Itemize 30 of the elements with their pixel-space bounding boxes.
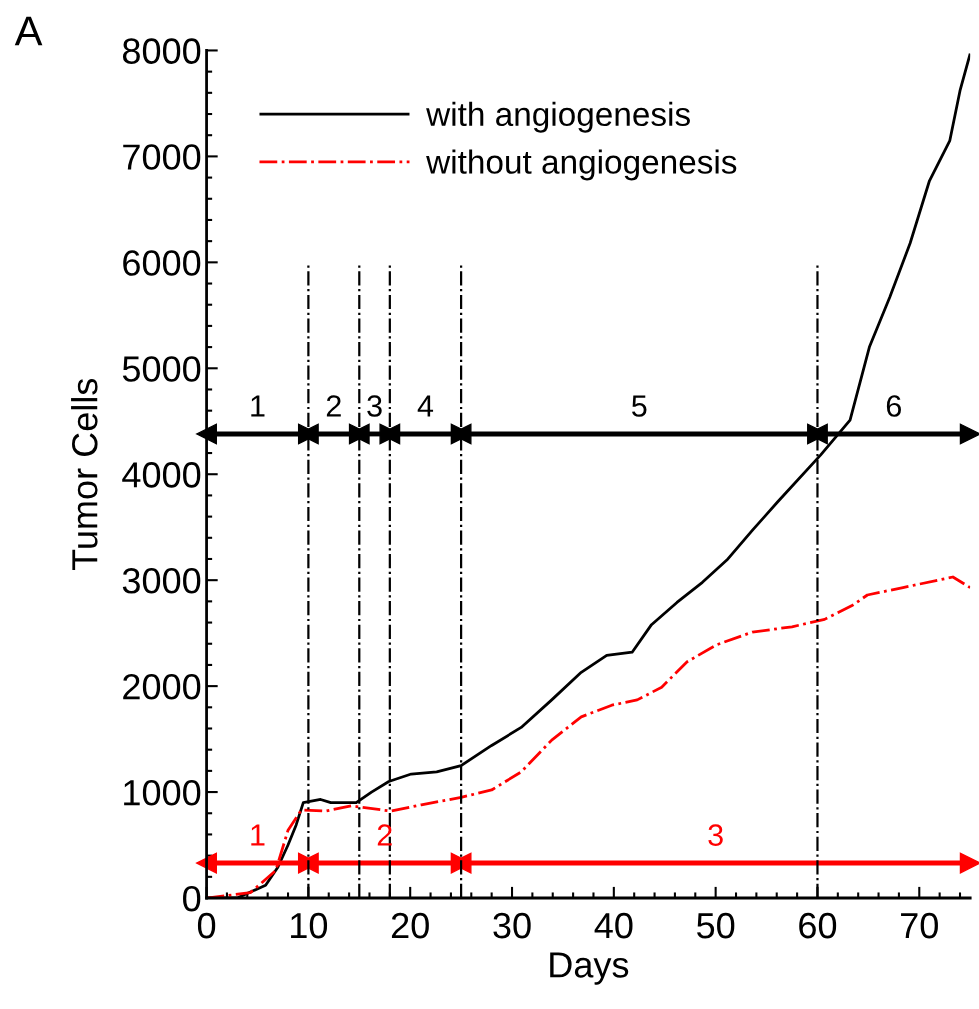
annotation: 2 (377, 824, 392, 846)
y-tick-label: 4000 (122, 462, 201, 488)
x-axis-title: Days (550, 952, 629, 985)
annotation: 1 (251, 824, 265, 846)
y-tick-label: 6000 (123, 250, 201, 276)
annotation: 2 (326, 395, 341, 417)
x-tick-label: 50 (697, 912, 735, 939)
annotation: 1 (251, 395, 265, 417)
x-tick-label: 60 (799, 912, 837, 939)
annotation: 3 (708, 824, 723, 846)
y-tick-label: 5000 (122, 356, 201, 382)
x-tick-label: 20 (391, 912, 429, 939)
x-tick-label: 70 (901, 912, 938, 939)
text: A (14, 16, 43, 46)
x-tick-label: 10 (291, 912, 328, 939)
y-axis-title: Tumor Cells (71, 378, 98, 571)
annotation: 5 (632, 395, 647, 417)
y-tick-label: 7000 (123, 144, 201, 170)
y-tick-label: 3000 (122, 568, 201, 594)
x-tick-label: 40 (594, 912, 633, 939)
legend-label: without angiogenesis (426, 149, 737, 181)
x-tick-label: 30 (493, 912, 531, 939)
annotation: 6 (886, 395, 901, 417)
y-tick-label: 1000 (124, 779, 201, 806)
y-tick-label: 2000 (123, 673, 201, 700)
y-tick-label: 0 (183, 885, 201, 912)
annotation: 3 (367, 395, 382, 417)
legend-label: with angiogenesis (426, 101, 690, 133)
annotation: 4 (417, 395, 434, 417)
y-tick-label: 8000 (122, 38, 201, 64)
